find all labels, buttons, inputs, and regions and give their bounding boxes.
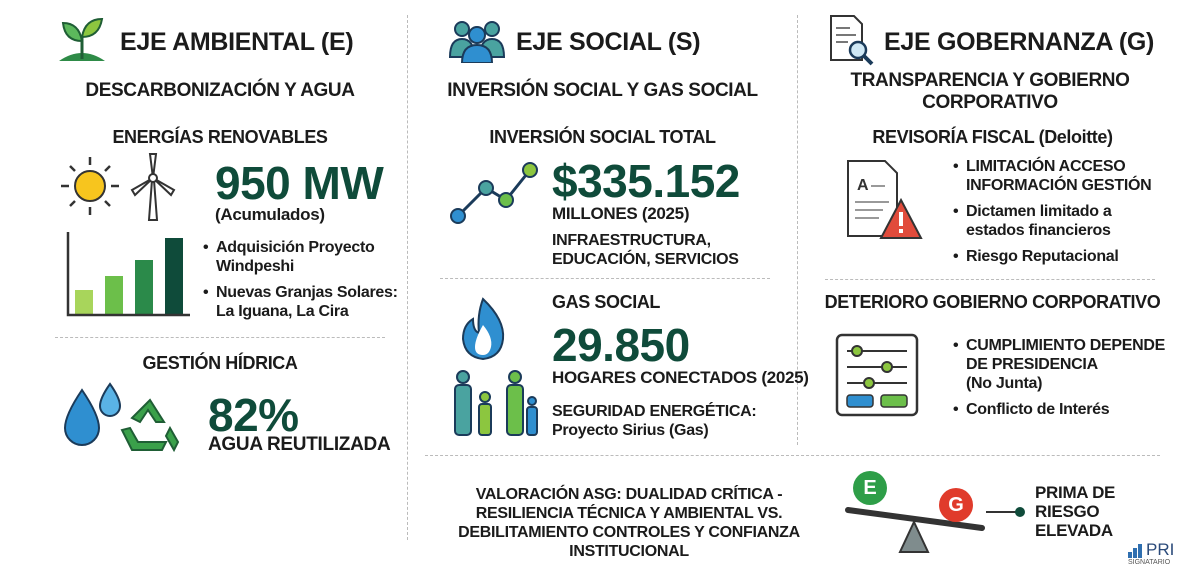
key-figure: 29.850 <box>552 319 690 371</box>
bullet-list: CUMPLIMIENTO DEPENDE DE PRESIDENCIA (No … <box>952 336 1181 426</box>
figure-note: AGUA REUTILIZADA <box>208 434 391 455</box>
trend-icon <box>450 162 538 224</box>
divider <box>407 15 408 540</box>
section-heading: GESTIÓN HÍDRICA <box>142 353 298 373</box>
badge-e <box>853 471 887 505</box>
bullet: CUMPLIMIENTO DEPENDE DE PRESIDENCIA <box>953 336 1181 374</box>
badge-e-label: E <box>863 477 877 499</box>
badge-g-label: G <box>948 494 964 516</box>
result: PRIMA DE RIESGO ELEVADA <box>1035 483 1116 540</box>
column-title: EJE GOBERNANZA (G) <box>884 28 1155 56</box>
divider <box>55 337 385 338</box>
divider <box>440 278 770 279</box>
column-title: EJE AMBIENTAL (E) <box>120 28 354 56</box>
section-heading: DETERIORO GOBIERNO CORPORATIVO <box>824 292 1161 312</box>
section-heading: ENERGÍAS RENOVABLES <box>112 127 328 147</box>
growth-icon <box>66 232 190 317</box>
bullet-list: LIMITACIÓN ACCESO INFORMACIÓN GESTIÓN Di… <box>952 157 1166 273</box>
logo-mark <box>1128 544 1142 558</box>
figure-note: MILLONES (2025) <box>552 204 690 223</box>
svg-text:A: A <box>857 177 869 194</box>
document-search-icon <box>830 15 874 66</box>
flame-family-icon <box>454 297 538 436</box>
bullet: LIMITACIÓN ACCESO INFORMACIÓN GESTIÓN <box>953 157 1166 195</box>
balance-scale <box>845 471 1025 553</box>
section-heading: GAS SOCIAL <box>552 292 661 312</box>
control-panel-icon <box>835 333 919 417</box>
key-figure: 82% <box>208 389 299 441</box>
column-subtitle: TRANSPARENCIA Y GOBIERNO CORPORATIVO <box>850 70 1130 113</box>
section-heading: REVISORÍA FISCAL (Deloitte) <box>872 127 1113 147</box>
bullet: Adquisición Proyecto Windpeshi <box>203 238 406 276</box>
plant-icon <box>59 17 105 61</box>
bullet-list: Adquisición Proyecto Windpeshi Nuevas Gr… <box>202 238 406 328</box>
people-icon <box>448 21 506 63</box>
detail-title: SEGURIDAD ENERGÉTICA: <box>552 403 757 420</box>
bullet: Riesgo Reputacional <box>953 247 1166 266</box>
logo-sub: SIGNATARIO <box>1128 559 1171 566</box>
key-figure: $335.152 <box>552 155 740 207</box>
bullet: Dictamen limitado a estados financieros <box>953 202 1166 240</box>
divider <box>797 15 798 445</box>
figure-note: HOGARES CONECTADOS (2025) <box>552 368 809 387</box>
audit-warning-icon: A <box>847 160 923 239</box>
detail: Proyecto Sirius (Gas) <box>552 422 709 439</box>
logo: PRI <box>1146 540 1175 559</box>
column-subtitle: INVERSIÓN SOCIAL Y GAS SOCIAL <box>447 80 758 101</box>
water-icon <box>63 382 180 453</box>
detail: INFRAESTRUCTURA, EDUCACIÓN, SERVICIOS <box>552 232 739 268</box>
column-title: EJE SOCIAL (S) <box>516 28 701 56</box>
badge-g <box>939 488 973 522</box>
column-subtitle: DESCARBONIZACIÓN Y AGUA <box>85 80 355 101</box>
section-heading: INVERSIÓN SOCIAL TOTAL <box>489 127 716 147</box>
sun-wind-icon <box>61 153 176 221</box>
key-figure: 950 MW <box>215 157 384 209</box>
valuation-statement: VALORACIÓN ASG: DUALIDAD CRÍTICA - RESIL… <box>458 486 800 560</box>
divider <box>425 455 1160 456</box>
bullet: Conflicto de Interés <box>953 400 1181 419</box>
figure-note: (Acumulados) <box>215 205 325 224</box>
divider <box>825 279 1155 280</box>
bullet: Nuevas Granjas Solares: La Iguana, La Ci… <box>203 283 406 321</box>
bullet-continuation: (No Junta) <box>966 375 1043 392</box>
